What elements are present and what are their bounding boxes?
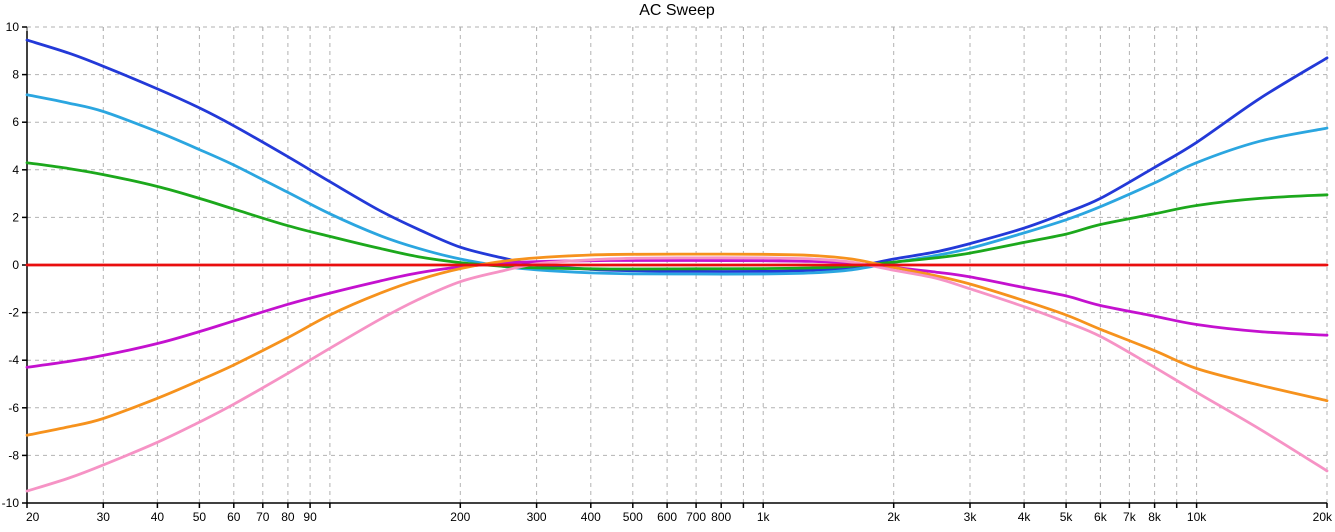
x-tick-label: 400 — [581, 510, 601, 524]
x-tick-label: 3k — [964, 510, 978, 524]
y-tick-label: -2 — [8, 306, 19, 320]
x-tick-label: 70 — [256, 510, 270, 524]
x-tick-label: 300 — [527, 510, 547, 524]
x-tick-label: 700 — [686, 510, 706, 524]
x-tick-label: 20k — [1313, 510, 1333, 524]
x-tick-label: 600 — [657, 510, 677, 524]
y-tick-label: -8 — [8, 448, 19, 462]
chart-title: AC Sweep — [639, 2, 715, 19]
x-tick-label: 40 — [151, 510, 165, 524]
x-tick-label: 20 — [26, 510, 40, 524]
y-tick-label: 6 — [12, 115, 19, 129]
x-tick-label: 500 — [623, 510, 643, 524]
x-tick-label: 90 — [303, 510, 317, 524]
y-tick-label: 0 — [12, 258, 19, 272]
x-tick-label: 50 — [193, 510, 207, 524]
x-tick-label: 30 — [97, 510, 111, 524]
x-tick-label: 80 — [281, 510, 295, 524]
y-tick-label: -6 — [8, 401, 19, 415]
x-tick-label: 60 — [227, 510, 241, 524]
x-tick-label: 1k — [757, 510, 771, 524]
y-tick-label: 2 — [12, 210, 19, 224]
series-curve-cut-mid-orange — [25, 252, 1329, 437]
y-tick-label: 10 — [6, 20, 20, 34]
x-tick-label: 5k — [1060, 510, 1074, 524]
series-curve-boost-high-blue — [25, 38, 1329, 273]
x-tick-label: 8k — [1148, 510, 1162, 524]
series-curve-boost-low-green — [25, 161, 1329, 271]
y-tick-label: 4 — [12, 163, 19, 177]
x-tick-label: 10k — [1187, 510, 1207, 524]
x-tick-label: 200 — [450, 510, 470, 524]
y-tick-label: -10 — [2, 496, 20, 510]
y-tick-label: -4 — [8, 353, 19, 367]
series-curve-cut-low-magenta — [25, 259, 1329, 369]
series-curve-boost-mid-cyan — [25, 93, 1329, 276]
x-tick-label: 7k — [1123, 510, 1137, 524]
x-tick-label: 2k — [887, 510, 901, 524]
x-tick-label: 800 — [711, 510, 731, 524]
x-tick-label: 4k — [1018, 510, 1032, 524]
series-curve-cut-high-pink — [25, 256, 1329, 493]
x-tick-label: 6k — [1094, 510, 1108, 524]
y-tick-label: 8 — [12, 68, 19, 82]
